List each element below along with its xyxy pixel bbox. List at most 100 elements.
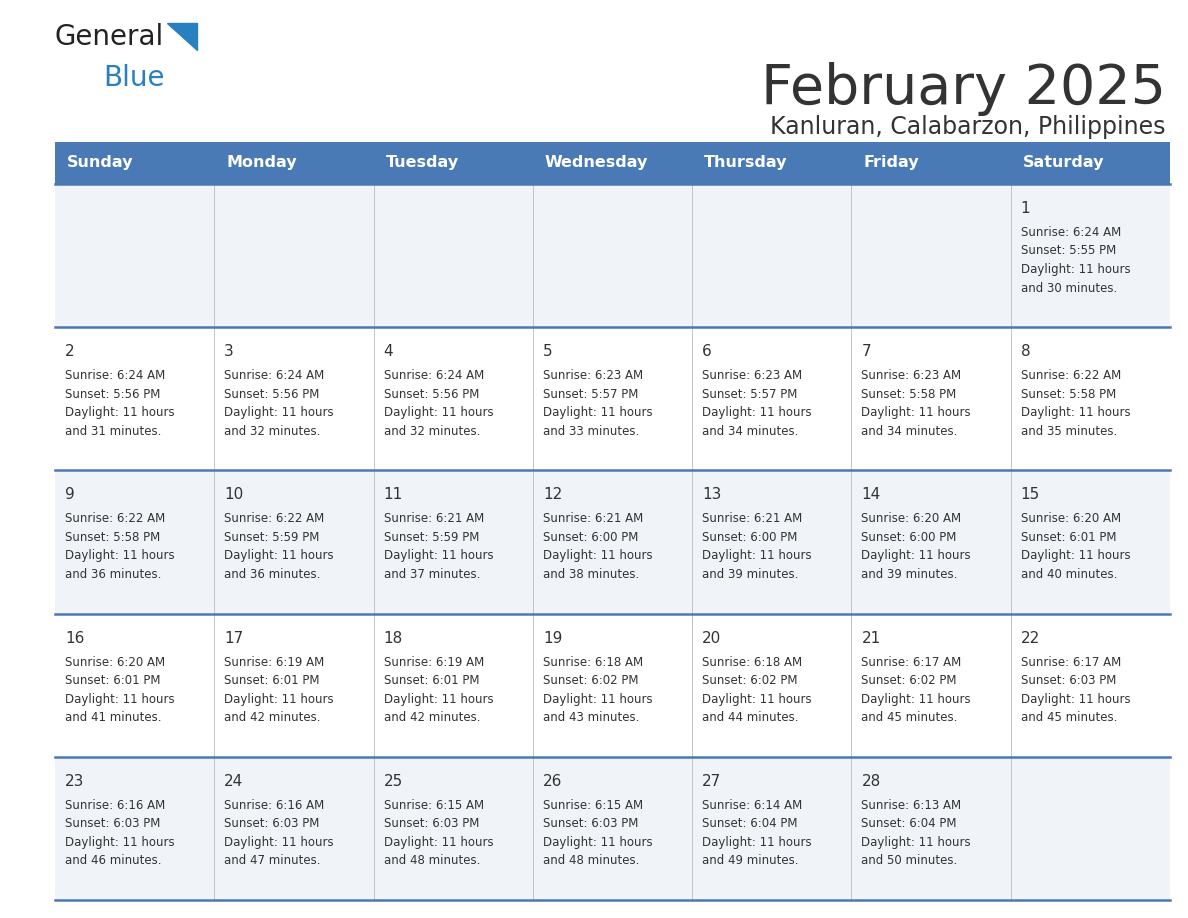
Text: Daylight: 11 hours: Daylight: 11 hours <box>861 406 971 420</box>
Text: 21: 21 <box>861 631 880 645</box>
Text: and 45 minutes.: and 45 minutes. <box>861 711 958 724</box>
Text: and 46 minutes.: and 46 minutes. <box>65 855 162 868</box>
Text: 12: 12 <box>543 487 562 502</box>
Text: 8: 8 <box>1020 344 1030 359</box>
Text: Kanluran, Calabarzon, Philippines: Kanluran, Calabarzon, Philippines <box>771 115 1165 139</box>
Text: and 48 minutes.: and 48 minutes. <box>543 855 639 868</box>
Bar <box>55 613 1170 756</box>
Text: and 50 minutes.: and 50 minutes. <box>861 855 958 868</box>
Text: and 34 minutes.: and 34 minutes. <box>861 425 958 438</box>
Text: Daylight: 11 hours: Daylight: 11 hours <box>702 692 811 706</box>
Text: 23: 23 <box>65 774 84 789</box>
Text: Sunset: 5:58 PM: Sunset: 5:58 PM <box>861 387 956 400</box>
Text: Daylight: 11 hours: Daylight: 11 hours <box>384 406 493 420</box>
Text: Daylight: 11 hours: Daylight: 11 hours <box>384 549 493 563</box>
Text: and 37 minutes.: and 37 minutes. <box>384 568 480 581</box>
Text: 1: 1 <box>1020 201 1030 216</box>
Text: and 34 minutes.: and 34 minutes. <box>702 425 798 438</box>
Text: Saturday: Saturday <box>1023 155 1104 171</box>
Text: and 35 minutes.: and 35 minutes. <box>1020 425 1117 438</box>
Text: Sunset: 5:58 PM: Sunset: 5:58 PM <box>1020 387 1116 400</box>
Text: and 48 minutes.: and 48 minutes. <box>384 855 480 868</box>
Text: Daylight: 11 hours: Daylight: 11 hours <box>543 406 652 420</box>
Text: and 40 minutes.: and 40 minutes. <box>1020 568 1117 581</box>
Text: and 33 minutes.: and 33 minutes. <box>543 425 639 438</box>
Text: Sunrise: 6:18 AM: Sunrise: 6:18 AM <box>702 655 802 668</box>
Text: Daylight: 11 hours: Daylight: 11 hours <box>543 692 652 706</box>
Text: 4: 4 <box>384 344 393 359</box>
Text: and 45 minutes.: and 45 minutes. <box>1020 711 1117 724</box>
Bar <box>55 327 1170 470</box>
Text: Sunrise: 6:20 AM: Sunrise: 6:20 AM <box>65 655 165 668</box>
Text: Sunrise: 6:21 AM: Sunrise: 6:21 AM <box>384 512 484 525</box>
Text: Sunset: 6:02 PM: Sunset: 6:02 PM <box>861 674 956 687</box>
Text: Wednesday: Wednesday <box>545 155 649 171</box>
Text: Sunrise: 6:19 AM: Sunrise: 6:19 AM <box>225 655 324 668</box>
Text: Sunset: 6:03 PM: Sunset: 6:03 PM <box>65 817 160 830</box>
Text: Sunrise: 6:22 AM: Sunrise: 6:22 AM <box>1020 369 1121 382</box>
Text: Daylight: 11 hours: Daylight: 11 hours <box>65 549 175 563</box>
Polygon shape <box>168 23 197 50</box>
Text: Sunset: 6:04 PM: Sunset: 6:04 PM <box>702 817 797 830</box>
Text: Sunrise: 6:18 AM: Sunrise: 6:18 AM <box>543 655 643 668</box>
Text: and 44 minutes.: and 44 minutes. <box>702 711 798 724</box>
Text: Daylight: 11 hours: Daylight: 11 hours <box>1020 549 1130 563</box>
Text: Sunrise: 6:22 AM: Sunrise: 6:22 AM <box>65 512 165 525</box>
Text: Daylight: 11 hours: Daylight: 11 hours <box>225 406 334 420</box>
Text: 7: 7 <box>861 344 871 359</box>
Text: Sunrise: 6:24 AM: Sunrise: 6:24 AM <box>1020 226 1121 239</box>
Text: 11: 11 <box>384 487 403 502</box>
Text: 14: 14 <box>861 487 880 502</box>
Text: 9: 9 <box>65 487 75 502</box>
Text: 2: 2 <box>65 344 75 359</box>
Text: Sunset: 6:03 PM: Sunset: 6:03 PM <box>384 817 479 830</box>
Text: Sunrise: 6:21 AM: Sunrise: 6:21 AM <box>702 512 802 525</box>
Text: 26: 26 <box>543 774 562 789</box>
Text: Sunset: 6:00 PM: Sunset: 6:00 PM <box>543 531 638 543</box>
Bar <box>55 142 1170 184</box>
Text: Sunday: Sunday <box>67 155 133 171</box>
Text: and 43 minutes.: and 43 minutes. <box>543 711 639 724</box>
Text: 28: 28 <box>861 774 880 789</box>
Text: Sunset: 5:56 PM: Sunset: 5:56 PM <box>225 387 320 400</box>
Text: Sunrise: 6:23 AM: Sunrise: 6:23 AM <box>543 369 643 382</box>
Text: Sunrise: 6:16 AM: Sunrise: 6:16 AM <box>225 799 324 812</box>
Text: Sunset: 5:56 PM: Sunset: 5:56 PM <box>384 387 479 400</box>
Text: 24: 24 <box>225 774 244 789</box>
Text: Sunrise: 6:15 AM: Sunrise: 6:15 AM <box>543 799 643 812</box>
Text: Monday: Monday <box>226 155 297 171</box>
Text: and 41 minutes.: and 41 minutes. <box>65 711 162 724</box>
Text: Daylight: 11 hours: Daylight: 11 hours <box>1020 263 1130 276</box>
Text: Daylight: 11 hours: Daylight: 11 hours <box>861 549 971 563</box>
Text: Daylight: 11 hours: Daylight: 11 hours <box>65 692 175 706</box>
Text: Sunset: 6:00 PM: Sunset: 6:00 PM <box>702 531 797 543</box>
Text: Sunrise: 6:19 AM: Sunrise: 6:19 AM <box>384 655 484 668</box>
Text: February 2025: February 2025 <box>762 62 1165 116</box>
Text: Sunrise: 6:21 AM: Sunrise: 6:21 AM <box>543 512 643 525</box>
Text: and 39 minutes.: and 39 minutes. <box>702 568 798 581</box>
Text: Daylight: 11 hours: Daylight: 11 hours <box>225 835 334 849</box>
Text: 17: 17 <box>225 631 244 645</box>
Bar <box>55 184 1170 327</box>
Text: Sunrise: 6:13 AM: Sunrise: 6:13 AM <box>861 799 961 812</box>
Text: Sunset: 5:59 PM: Sunset: 5:59 PM <box>225 531 320 543</box>
Text: Sunset: 6:00 PM: Sunset: 6:00 PM <box>861 531 956 543</box>
Text: Sunrise: 6:20 AM: Sunrise: 6:20 AM <box>1020 512 1120 525</box>
Text: and 47 minutes.: and 47 minutes. <box>225 855 321 868</box>
Text: Sunrise: 6:23 AM: Sunrise: 6:23 AM <box>702 369 802 382</box>
Text: and 32 minutes.: and 32 minutes. <box>384 425 480 438</box>
Text: Daylight: 11 hours: Daylight: 11 hours <box>225 549 334 563</box>
Text: and 30 minutes.: and 30 minutes. <box>1020 282 1117 295</box>
Text: and 49 minutes.: and 49 minutes. <box>702 855 798 868</box>
Text: 6: 6 <box>702 344 712 359</box>
Text: 25: 25 <box>384 774 403 789</box>
Text: Sunset: 6:02 PM: Sunset: 6:02 PM <box>543 674 638 687</box>
Text: Daylight: 11 hours: Daylight: 11 hours <box>543 549 652 563</box>
Text: Sunset: 6:01 PM: Sunset: 6:01 PM <box>225 674 320 687</box>
Text: and 39 minutes.: and 39 minutes. <box>861 568 958 581</box>
Text: Sunset: 5:59 PM: Sunset: 5:59 PM <box>384 531 479 543</box>
Text: Thursday: Thursday <box>704 155 788 171</box>
Text: Tuesday: Tuesday <box>386 155 459 171</box>
Text: Sunset: 5:57 PM: Sunset: 5:57 PM <box>543 387 638 400</box>
Text: Sunset: 5:55 PM: Sunset: 5:55 PM <box>1020 244 1116 258</box>
